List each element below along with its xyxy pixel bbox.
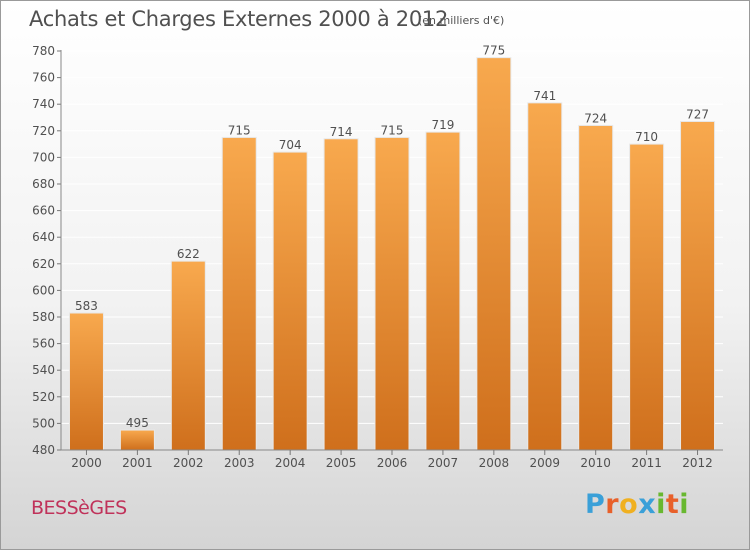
data-label: 704 — [279, 138, 302, 152]
x-tick-label: 2006 — [377, 456, 408, 470]
logo-letter: P — [585, 489, 606, 520]
x-tick-label: 2002 — [173, 456, 204, 470]
data-label: 622 — [177, 247, 200, 261]
bars: 583 495 622 715 704 714 715 719 775 741 724 710 727 — [68, 44, 716, 451]
y-axis: 480 500 520 540 560 580 600 620 640 660 680 700 720 7… — [32, 44, 62, 457]
logo-letter: r — [605, 489, 620, 520]
data-label: 714 — [330, 125, 353, 139]
chart-title: Achats et Charges Externes 2000 à 2012 — [29, 7, 449, 31]
bar-2011 — [629, 143, 665, 451]
commune-name: BESSèGES — [31, 497, 127, 519]
y-tick-label: 600 — [32, 283, 55, 297]
y-tick-label: 780 — [32, 44, 55, 58]
logo-letter: x — [638, 489, 657, 520]
bar-2005 — [323, 138, 359, 451]
y-tick-label: 760 — [32, 71, 55, 85]
data-label: 724 — [584, 111, 607, 125]
y-tick-label: 520 — [32, 390, 55, 404]
data-label: 715 — [228, 123, 251, 137]
bar-2001 — [119, 429, 155, 451]
x-tick-label: 2009 — [529, 456, 560, 470]
bar-2007 — [425, 131, 461, 451]
logo-letter: i — [656, 489, 666, 520]
bar-chart: 480 500 520 540 560 580 600 620 640 660 680 700 720 7… — [32, 44, 723, 470]
bar-2012 — [680, 120, 716, 451]
y-tick-label: 700 — [32, 150, 55, 164]
x-tick-label: 2005 — [326, 456, 357, 470]
y-tick-label: 660 — [32, 204, 55, 218]
data-label: 710 — [635, 130, 658, 144]
bar-2009 — [527, 102, 563, 451]
x-tick-label: 2010 — [580, 456, 611, 470]
x-tick-label: 2001 — [122, 456, 153, 470]
data-label: 775 — [482, 44, 505, 58]
y-tick-label: 560 — [32, 337, 55, 351]
proxiti-logo[interactable]: Proxiti — [585, 489, 689, 520]
bar-2003 — [221, 136, 257, 451]
data-label: 741 — [533, 89, 556, 103]
x-tick-label: 2000 — [71, 456, 102, 470]
x-tick-label: 2008 — [479, 456, 510, 470]
y-tick-label: 580 — [32, 310, 55, 324]
bar-2002 — [170, 260, 206, 451]
bar-2004 — [272, 151, 308, 451]
y-tick-label: 540 — [32, 363, 55, 377]
data-label: 495 — [126, 416, 149, 430]
bar-2006 — [374, 136, 410, 451]
y-tick-label: 500 — [32, 416, 55, 430]
data-label: 715 — [381, 123, 404, 137]
bar-2008 — [476, 57, 512, 451]
x-tick-label: 2004 — [275, 456, 306, 470]
data-label: 583 — [75, 299, 98, 313]
x-axis: 2000 2001 2002 2003 2004 2005 2006 2007 2008 2009… — [61, 449, 723, 470]
chart-subtitle: (en milliers d'€) — [418, 14, 505, 27]
data-label: 719 — [431, 118, 454, 132]
y-tick-label: 620 — [32, 257, 55, 271]
x-tick-label: 2012 — [682, 456, 713, 470]
y-tick-label: 740 — [32, 97, 55, 111]
y-tick-label: 680 — [32, 177, 55, 191]
logo-letter: o — [619, 489, 639, 520]
logo-letter: t — [665, 489, 680, 520]
data-label: 727 — [686, 107, 709, 121]
x-tick-label: 2007 — [428, 456, 459, 470]
bar-2010 — [578, 124, 614, 451]
y-tick-label: 720 — [32, 124, 55, 138]
y-tick-label: 480 — [32, 443, 55, 457]
x-tick-label: 2003 — [224, 456, 255, 470]
x-tick-label: 2011 — [631, 456, 662, 470]
bar-2000 — [68, 312, 104, 451]
y-tick-label: 640 — [32, 230, 55, 244]
logo-letter: i — [679, 489, 690, 520]
